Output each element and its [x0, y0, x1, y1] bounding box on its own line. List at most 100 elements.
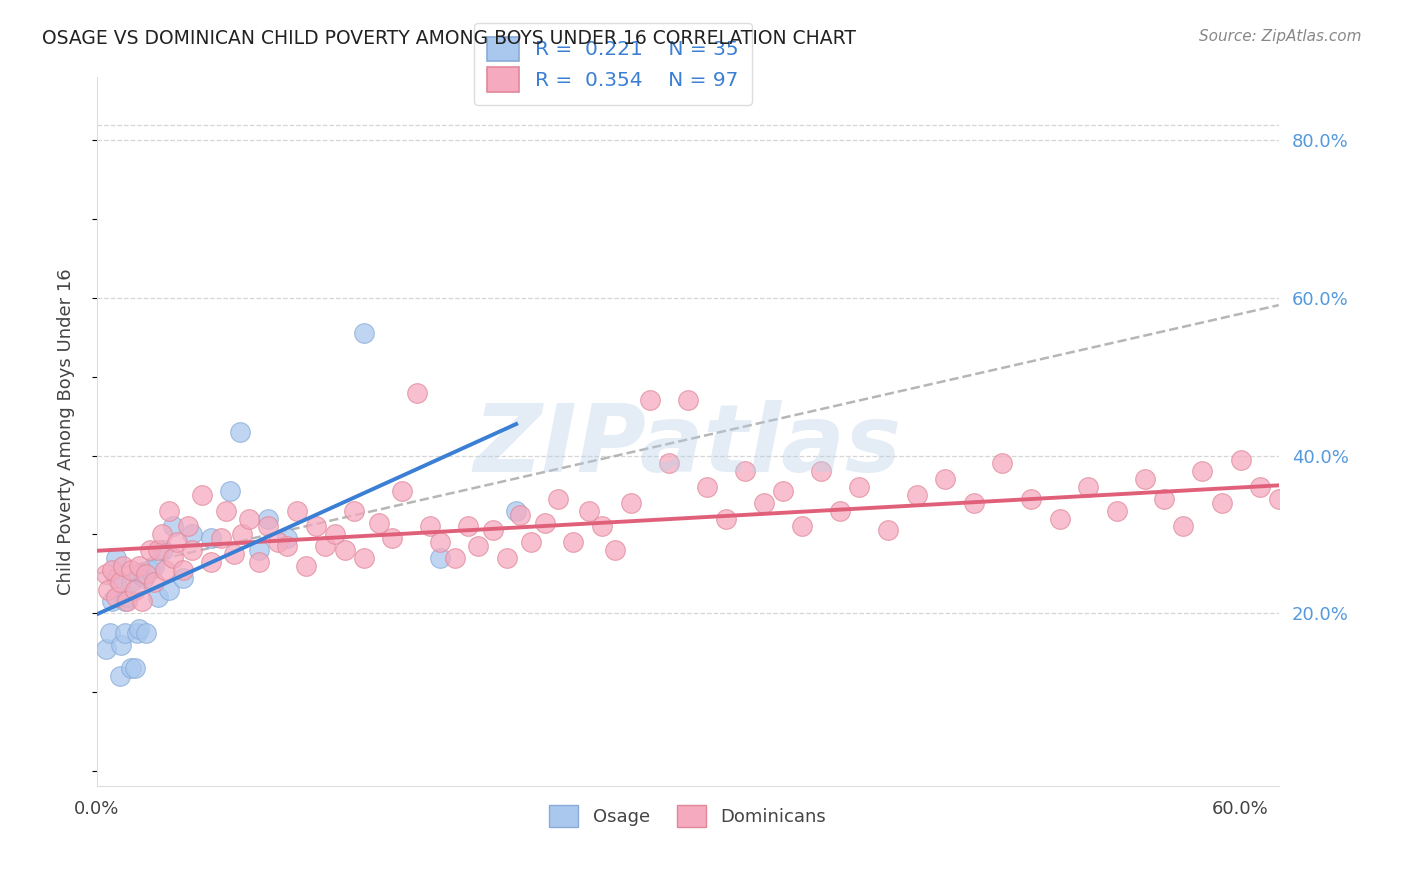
Point [467, 539, 489, 553]
Point [343, 504, 366, 518]
Point [457, 519, 479, 533]
Point [848, 480, 870, 494]
Point [104, 551, 127, 566]
Point [391, 484, 413, 499]
Point [215, 504, 238, 518]
Point [155, 563, 177, 577]
Point [152, 543, 174, 558]
Point [323, 527, 346, 541]
Point [495, 551, 517, 566]
Point [520, 535, 543, 549]
Point [172, 563, 194, 577]
Point [333, 543, 356, 558]
Point [1267, 491, 1289, 506]
Point [444, 551, 467, 566]
Point [115, 591, 138, 605]
Point [135, 566, 157, 581]
Point [101, 594, 124, 608]
Point [1105, 504, 1128, 518]
Point [231, 527, 253, 541]
Point [714, 511, 737, 525]
Point [991, 457, 1014, 471]
Point [98, 625, 121, 640]
Point [752, 496, 775, 510]
Point [108, 669, 131, 683]
Point [219, 484, 242, 499]
Point [146, 543, 169, 558]
Point [1324, 484, 1347, 499]
Point [305, 519, 328, 533]
Point [139, 563, 162, 577]
Point [790, 519, 813, 533]
Point [505, 504, 527, 518]
Text: Source: ZipAtlas.com: Source: ZipAtlas.com [1198, 29, 1361, 44]
Point [963, 496, 986, 510]
Point [772, 484, 794, 499]
Point [128, 622, 150, 636]
Point [162, 519, 184, 533]
Point [578, 504, 600, 518]
Point [1019, 491, 1042, 506]
Point [1173, 519, 1195, 533]
Point [228, 425, 250, 439]
Point [166, 535, 188, 549]
Point [114, 594, 136, 608]
Point [658, 457, 681, 471]
Point [810, 464, 832, 478]
Point [96, 566, 118, 581]
Point [257, 519, 280, 533]
Point [1077, 480, 1099, 494]
Point [295, 558, 318, 573]
Point [619, 496, 641, 510]
Point [150, 527, 173, 541]
Point [162, 551, 184, 566]
Point [128, 558, 150, 573]
Point [533, 516, 555, 530]
Point [114, 625, 136, 640]
Point [1382, 633, 1405, 648]
Point [1362, 491, 1385, 506]
Point [247, 543, 270, 558]
Point [120, 661, 142, 675]
Point [638, 393, 661, 408]
Text: ZIPatlas: ZIPatlas [474, 401, 901, 492]
Point [142, 558, 165, 573]
Point [222, 547, 245, 561]
Point [104, 591, 127, 605]
Point [1306, 504, 1329, 518]
Point [257, 511, 280, 525]
Point [135, 625, 157, 640]
Point [96, 641, 118, 656]
Point [120, 563, 142, 577]
Point [429, 535, 451, 549]
Point [200, 531, 222, 545]
Point [276, 531, 298, 545]
Point [101, 563, 124, 577]
Point [97, 582, 120, 597]
Point [124, 661, 146, 675]
Point [1344, 511, 1367, 525]
Point [562, 535, 585, 549]
Point [353, 551, 375, 566]
Point [934, 472, 956, 486]
Point [177, 519, 200, 533]
Point [591, 519, 613, 533]
Point [157, 582, 180, 597]
Point [547, 491, 569, 506]
Point [1153, 491, 1175, 506]
Point [734, 464, 756, 478]
Point [181, 527, 204, 541]
Point [120, 574, 142, 589]
Point [406, 385, 429, 400]
Point [157, 504, 180, 518]
Text: OSAGE VS DOMINICAN CHILD POVERTY AMONG BOYS UNDER 16 CORRELATION CHART: OSAGE VS DOMINICAN CHILD POVERTY AMONG B… [42, 29, 856, 47]
Point [238, 511, 260, 525]
Point [209, 531, 232, 545]
Point [142, 574, 165, 589]
Point [124, 582, 146, 597]
Point [139, 543, 162, 558]
Point [1229, 452, 1251, 467]
Point [104, 571, 127, 585]
Point [108, 574, 131, 589]
Point [247, 555, 270, 569]
